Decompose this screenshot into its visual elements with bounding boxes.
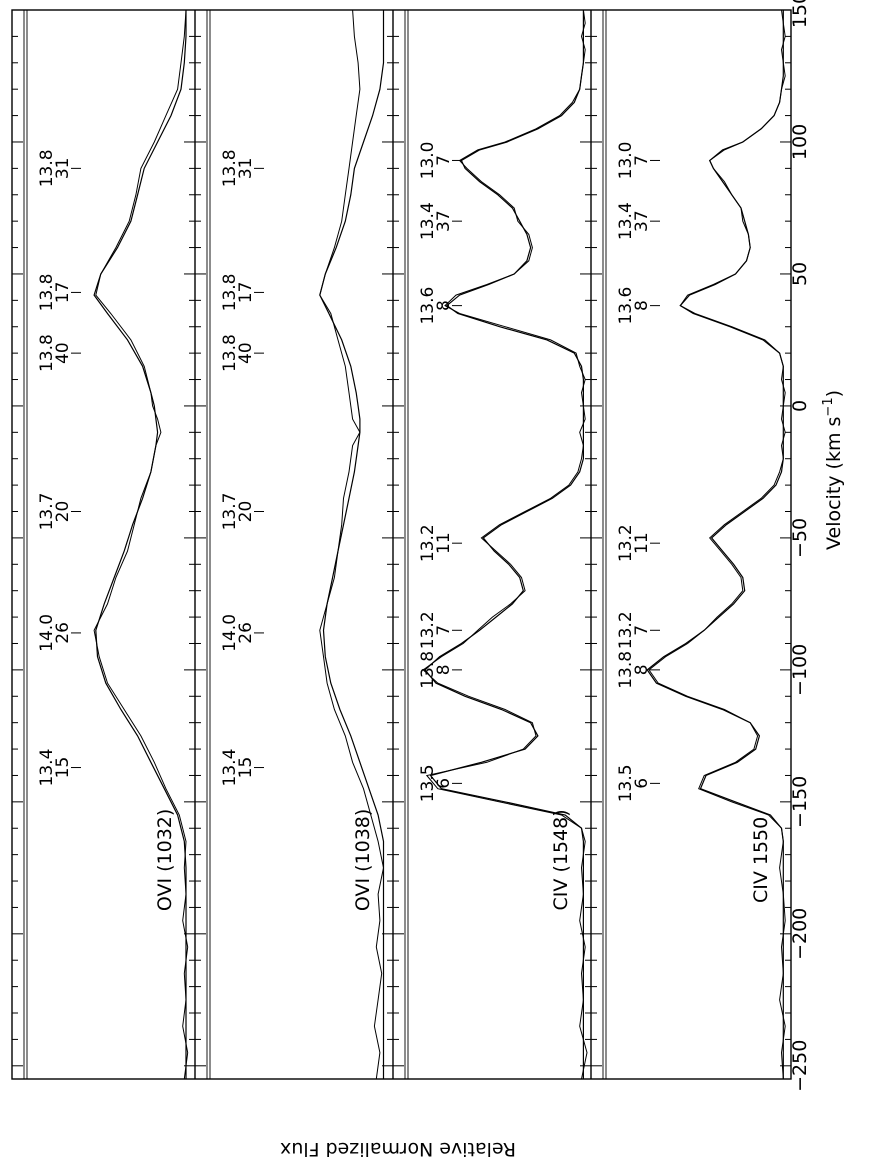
component-logN: 14.0 [37,614,57,652]
panels: OVI (1032)13.41514.02613.72013.84013.817… [23,9,786,1080]
tick-marks [12,9,791,1067]
component-logN: 13.5 [418,764,438,802]
component-b: 26 [53,622,73,644]
component-b: 7 [434,155,454,166]
x-tick-label: 100 [789,124,811,160]
component-b: 7 [632,625,652,636]
component-b: 8 [632,664,652,675]
component-b: 17 [236,282,256,304]
x-axis-label-exponent: −1 [821,397,836,416]
component-b: 15 [53,757,73,779]
component-logN: 13.4 [616,202,636,240]
component-b: 20 [236,501,256,523]
x-tick-label: −250 [789,1040,811,1092]
component-logN: 13.8 [616,651,636,689]
component-logN: 13.8 [37,334,57,372]
data-spectrum [319,9,385,1080]
component-logN: 13.2 [616,524,636,562]
component-b: 11 [434,532,454,554]
component-logN: 13.6 [616,287,636,325]
panel-4: CIV 155013.5613.8813.2713.21113.6813.437… [590,9,786,1080]
component-b: 6 [434,778,454,789]
component-logN: 13.8 [418,651,438,689]
component-b: 7 [434,625,454,636]
component-b: 8 [434,300,454,311]
component-logN: 14.0 [220,614,240,652]
panel-3: CIV (1548)13.5613.8813.2713.21113.6813.4… [392,9,588,1080]
component-logN: 13.8 [37,273,57,311]
y-axis-label: Relative Normalized Flux [280,1138,516,1160]
data-spectrum [93,9,189,1080]
component-logN: 13.7 [37,493,57,531]
component-b: 26 [236,622,256,644]
component-b: 37 [632,210,652,232]
component-b: 37 [434,210,454,232]
panel-label: CIV 1550 [750,817,772,903]
component-logN: 13.4 [418,202,438,240]
component-logN: 13.0 [418,142,438,180]
panel-label: OVI (1038) [352,809,374,911]
component-logN: 13.0 [616,142,636,180]
plot-frame [11,9,792,1080]
component-logN: 13.8 [37,149,57,187]
component-b: 31 [53,158,73,180]
panel-1: OVI (1032)13.41514.02613.72013.84013.817… [23,9,189,1080]
x-tick-label: 50 [789,262,811,286]
component-logN: 13.5 [616,764,636,802]
model-fit [319,10,385,1079]
component-b: 6 [632,778,652,789]
x-axis-label: Velocity (km s−1) [821,390,845,550]
x-tick-label: −50 [789,518,811,558]
component-logN: 13.7 [220,493,240,531]
component-b: 31 [236,158,256,180]
component-logN: 13.8 [220,334,240,372]
component-logN: 13.2 [418,524,438,562]
model-fit [424,10,585,1079]
panel-label: OVI (1032) [154,809,176,911]
component-logN: 13.6 [418,287,438,325]
x-tick-label: 150 [789,0,811,28]
component-b: 20 [53,501,73,523]
x-tick-label: −200 [789,908,811,960]
component-logN: 13.2 [418,611,438,649]
x-tick-label: −150 [789,776,811,828]
panel-2: OVI (1038)13.41514.02613.72013.84013.817… [194,9,385,1080]
component-b: 11 [632,532,652,554]
component-b: 7 [632,155,652,166]
component-b: 40 [53,342,73,364]
component-b: 17 [53,282,73,304]
component-logN: 13.4 [37,749,57,787]
component-b: 15 [236,757,256,779]
x-axis-label-main: Velocity (km s [823,417,845,550]
x-tick-label: 0 [789,400,811,412]
model-fit [646,10,784,1079]
x-axis-label-close: ) [823,390,845,397]
model-fit [93,10,187,1079]
x-tick-labels: −250 −200 −150 −100 −50 0 50 100 150 [789,0,811,1092]
component-logN: 13.8 [220,273,240,311]
component-b: 8 [632,300,652,311]
x-tick-label: −100 [789,644,811,696]
panel-label: CIV (1548) [550,809,572,910]
component-logN: 13.8 [220,149,240,187]
component-b: 8 [434,664,454,675]
component-logN: 13.2 [616,611,636,649]
component-logN: 13.4 [220,749,240,787]
component-b: 40 [236,342,256,364]
